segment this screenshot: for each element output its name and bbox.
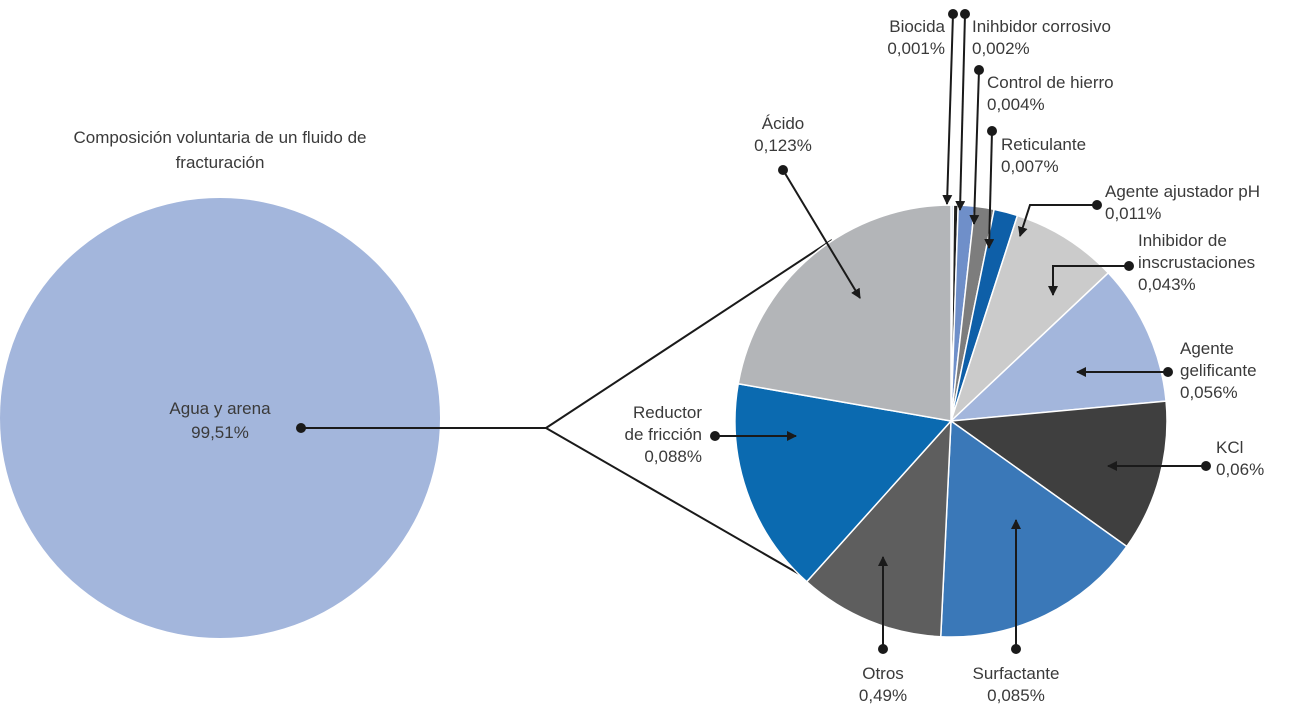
slice-name-label-reductor-friccion: Reductor: [633, 403, 702, 422]
slice-name-label-agente-gelificante: gelificante: [1180, 361, 1257, 380]
main-slice-label-name: Agua y arena: [169, 399, 271, 418]
slice-name-label-inhibidor-incrustaciones: Inhibidor de: [1138, 231, 1227, 250]
callout-dot-agente-ph: [1092, 200, 1102, 210]
callout-arrow-control-hierro: [969, 69, 980, 225]
callout-dot-inhibidor-incrustaciones: [1124, 261, 1134, 271]
slice-value-label-surfactante: 0,085%: [987, 686, 1045, 705]
callout-dot-otros: [878, 644, 888, 654]
slice-name-label-control-hierro: Control de hierro: [987, 73, 1114, 92]
slice-value-label-agente-gelificante: 0,056%: [1180, 383, 1238, 402]
callout-arrow-biocida: [942, 13, 954, 205]
slice-name-label-reticulante: Reticulante: [1001, 135, 1086, 154]
pie-slice-kcl: [948, 400, 1168, 548]
main-slice-label-value: 99,51%: [191, 423, 249, 442]
slice-value-label-inhibidor-incrustaciones: 0,043%: [1138, 275, 1196, 294]
slice-value-label-biocida: 0,001%: [887, 39, 945, 58]
chart-title-line-2: fracturación: [176, 153, 265, 172]
callout-dot-acido: [778, 165, 788, 175]
slice-name-label-agente-gelificante: Agente: [1180, 339, 1234, 358]
connector-lower-line: [545, 427, 821, 587]
callout-dot-reductor-friccion: [710, 431, 720, 441]
callout-arrow-agente-ph: [1018, 204, 1097, 237]
slice-value-label-reticulante: 0,007%: [1001, 157, 1059, 176]
slice-value-label-reductor-friccion: 0,088%: [644, 447, 702, 466]
callout-arrow-inhibidor-incrustaciones: [1048, 265, 1129, 296]
slice-value-label-inhibidor-corrosivo: 0,002%: [972, 39, 1030, 58]
chart-title-line-1: Composición voluntaria de un fluido de: [74, 128, 367, 147]
callout-dot-agente-gelificante: [1163, 367, 1173, 377]
slice-name-label-inhibidor-corrosivo: Inihbidor corrosivo: [972, 17, 1111, 36]
callout-dot-biocida: [948, 9, 958, 19]
slice-name-label-agente-ph: Agente ajustador pH: [1105, 182, 1260, 201]
callout-dot-kcl: [1201, 461, 1211, 471]
connector-upper-line: [545, 239, 833, 429]
slice-name-label-surfactante: Surfactante: [973, 664, 1060, 683]
main-pie-agua-y-arena: [0, 198, 440, 638]
slice-value-label-control-hierro: 0,004%: [987, 95, 1045, 114]
slice-name-label-kcl: KCl: [1216, 438, 1243, 457]
pie-slice-agente-gelificante: [948, 271, 1167, 422]
callout-dot-control-hierro: [974, 65, 984, 75]
pie-slice-acido: [737, 204, 952, 422]
slice-value-label-kcl: 0,06%: [1216, 460, 1264, 479]
callout-dot-reticulante: [987, 126, 997, 136]
callout-arrow-reticulante: [984, 130, 995, 249]
slice-value-label-otros: 0,49%: [859, 686, 907, 705]
slice-name-label-biocida: Biocida: [889, 17, 945, 36]
slice-name-label-acido: Ácido: [762, 114, 805, 133]
pie-slice-otros: [805, 418, 952, 638]
breakdown-callouts: Biocida 0,001% Inihbidor corrosivo 0,002% Co…: [625, 9, 1264, 705]
pie-slice-surfactante: [939, 419, 1128, 638]
callout-arrow-acido: [782, 169, 861, 299]
slice-name-label-inhibidor-incrustaciones: inscrustaciones: [1138, 253, 1255, 272]
connector-dot: [296, 423, 306, 433]
slice-name-label-reductor-friccion: de fricción: [625, 425, 702, 444]
callout-dot-inhibidor-corrosivo: [960, 9, 970, 19]
callout-arrow-inhibidor-corrosivo: [955, 13, 966, 211]
slice-value-label-agente-ph: 0,011%: [1105, 204, 1161, 223]
slice-value-label-acido: 0,123%: [754, 136, 812, 155]
callout-dot-surfactante: [1011, 644, 1021, 654]
breakdown-pie: [734, 204, 1168, 638]
slice-name-label-otros: Otros: [862, 664, 904, 683]
connector-lines: [296, 239, 833, 587]
